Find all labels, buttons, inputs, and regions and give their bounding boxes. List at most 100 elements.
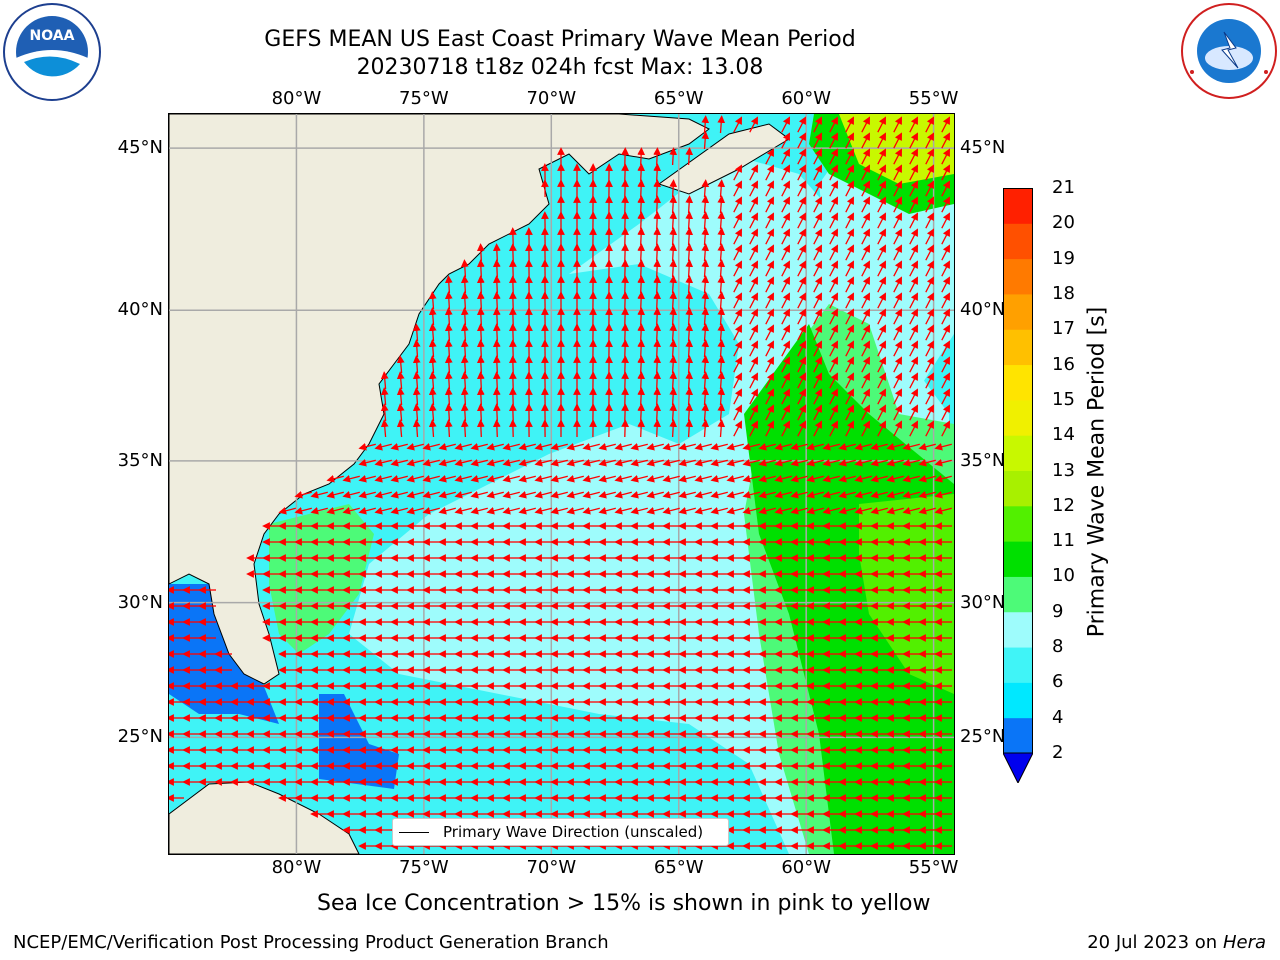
wave-direction-arrow — [438, 474, 456, 483]
wave-direction-arrow — [294, 490, 312, 499]
wave-direction-arrow — [854, 474, 872, 483]
wave-direction-arrow — [566, 442, 584, 451]
wave-direction-arrow — [733, 196, 742, 213]
wave-direction-arrow — [669, 195, 678, 214]
wave-direction-arrow — [838, 442, 856, 451]
wave-direction-arrow — [838, 474, 856, 483]
wave-direction-arrow — [486, 490, 504, 499]
wave-direction-arrow — [909, 260, 918, 277]
wave-direction-arrow — [669, 227, 678, 246]
wave-direction-arrow — [653, 195, 662, 214]
wave-direction-arrow — [717, 243, 726, 262]
wave-direction-arrow — [582, 442, 600, 451]
wave-direction-arrow — [701, 419, 710, 438]
wave-direction-arrow — [406, 474, 424, 483]
wave-direction-arrow — [582, 490, 600, 499]
wave-direction-arrow — [438, 458, 456, 467]
wave-direction-arrow — [717, 227, 726, 246]
colorbar-bin — [1003, 541, 1033, 577]
wave-direction-arrow — [893, 228, 902, 245]
wave-direction-arrow — [854, 506, 872, 515]
wave-direction-arrow — [941, 356, 950, 373]
lon-tick-label: 55°W — [908, 857, 959, 878]
lon-tick-label: 75°W — [399, 88, 449, 109]
wave-direction-arrow — [701, 275, 710, 294]
wave-direction-arrow — [374, 458, 392, 467]
wave-direction-arrow — [630, 490, 648, 499]
wave-direction-arrow — [797, 228, 806, 245]
wave-direction-arrow — [653, 371, 662, 390]
wave-direction-arrow — [925, 116, 934, 133]
wave-direction-arrow — [749, 420, 758, 437]
wave-direction-arrow — [701, 131, 710, 150]
wave-direction-arrow — [669, 419, 678, 438]
wave-direction-arrow — [669, 179, 678, 198]
credit-host: Hera — [1222, 932, 1266, 953]
wave-direction-arrow — [893, 292, 902, 309]
wave-direction-arrow — [550, 506, 568, 515]
wave-direction-arrow — [774, 506, 792, 515]
wave-direction-arrow — [941, 260, 950, 277]
wave-direction-arrow — [797, 372, 806, 389]
wave-direction-arrow — [829, 388, 838, 405]
wave-direction-arrow — [685, 355, 694, 374]
wave-direction-arrow — [454, 490, 472, 499]
colorbar-tick-label: 20 — [1052, 212, 1075, 234]
wave-direction-arrow — [806, 474, 824, 483]
wave-direction-arrow — [845, 212, 854, 229]
wave-direction-arrow — [925, 308, 934, 325]
wave-direction-arrow — [781, 228, 790, 245]
wave-direction-arrow — [918, 490, 936, 499]
wave-direction-arrow — [893, 116, 902, 133]
wave-direction-arrow — [925, 228, 934, 245]
wave-direction-arrow — [941, 148, 950, 165]
wave-direction-arrow — [765, 388, 774, 405]
wave-direction-arrow — [653, 387, 662, 406]
wave-direction-arrow — [941, 212, 950, 229]
wave-direction-arrow — [428, 403, 437, 422]
wave-direction-arrow — [470, 442, 488, 451]
colorbar-tick-label: 14 — [1052, 424, 1075, 446]
wave-direction-arrow — [870, 506, 888, 515]
wave-direction-arrow — [861, 228, 870, 245]
wave-direction-arrow — [909, 132, 918, 149]
wave-direction-arrow — [717, 339, 726, 358]
wave-direction-arrow — [726, 458, 744, 467]
wave-direction-arrow — [733, 324, 742, 341]
wave-direction-arrow — [678, 442, 696, 451]
wave-direction-arrow — [870, 474, 888, 483]
wave-direction-arrow — [637, 163, 646, 182]
legend-label: Primary Wave Direction (unscaled) — [443, 823, 704, 841]
wave-direction-arrow — [566, 506, 584, 515]
wave-direction-arrow — [701, 371, 710, 390]
wave-direction-arrow — [492, 307, 501, 326]
wave-direction-arrow — [861, 292, 870, 309]
wave-direction-arrow — [774, 490, 792, 499]
wave-direction-arrow — [877, 132, 886, 149]
wave-direction-arrow — [742, 474, 760, 483]
wave-direction-arrow — [637, 355, 646, 374]
wave-direction-arrow — [653, 147, 662, 166]
wave-direction-arrow — [797, 244, 806, 261]
wave-direction-arrow — [797, 292, 806, 309]
wave-direction-arrow — [342, 474, 360, 483]
wave-direction-arrow — [845, 260, 854, 277]
wave-direction-arrow — [918, 474, 936, 483]
wave-direction-arrow — [861, 260, 870, 277]
wave-direction-arrow — [861, 276, 870, 293]
wave-direction-arrow — [797, 132, 806, 149]
wave-direction-arrow — [476, 323, 485, 342]
wave-direction-arrow — [749, 212, 758, 229]
wave-direction-arrow — [637, 403, 646, 422]
wave-direction-arrow — [813, 132, 822, 149]
land-north-america — [169, 114, 710, 685]
wave-direction-arrow — [637, 243, 646, 262]
nws-logo — [1180, 2, 1278, 100]
wave-direction-arrow — [566, 458, 584, 467]
wave-direction-arrow — [717, 403, 726, 422]
wave-direction-arrow — [470, 458, 488, 467]
wave-direction-arrow — [765, 148, 774, 165]
wave-direction-arrow — [861, 148, 870, 165]
wave-direction-arrow — [460, 339, 469, 358]
wave-direction-arrow — [662, 474, 680, 483]
